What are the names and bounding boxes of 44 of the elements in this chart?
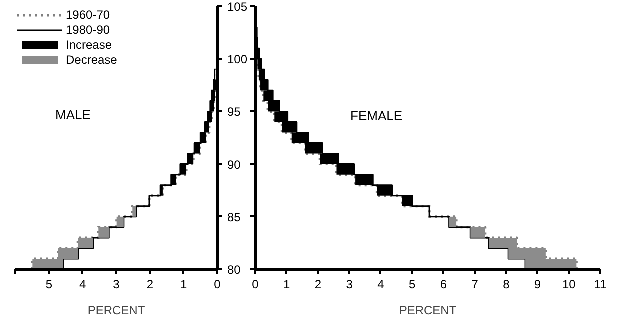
annotation: MALE bbox=[56, 108, 92, 122]
annotation: FEMALE bbox=[350, 108, 403, 124]
bar bbox=[470, 227, 486, 238]
bar bbox=[171, 174, 176, 186]
bar bbox=[188, 154, 194, 164]
x-tick-label: 8 bbox=[503, 278, 510, 292]
y-tick-label: 105 bbox=[228, 0, 248, 14]
bar bbox=[377, 185, 392, 196]
x-tick-label: 3 bbox=[113, 278, 120, 292]
x-tick-label: 5 bbox=[408, 278, 416, 292]
bar bbox=[402, 196, 412, 206]
y-tick-label: 85 bbox=[228, 210, 242, 224]
x-axis-title: PERCENT bbox=[88, 304, 146, 318]
x-axis-title: PERCENT bbox=[399, 304, 458, 318]
bar bbox=[98, 227, 110, 238]
x-tick-label: 3 bbox=[346, 278, 354, 292]
x-tick-label: 0 bbox=[214, 278, 222, 292]
x-tick-label: 4 bbox=[79, 278, 86, 292]
legend-label: 1980-90 bbox=[66, 23, 110, 37]
x-tick-label: 1 bbox=[284, 278, 291, 292]
bar bbox=[356, 174, 374, 186]
x-tick-label: 4 bbox=[378, 278, 385, 292]
bar bbox=[180, 164, 187, 175]
x-tick-label: 2 bbox=[146, 278, 154, 292]
y-tick-label: 90 bbox=[228, 158, 242, 172]
y-tick-label: 80 bbox=[228, 263, 242, 277]
legend-label: Decrease bbox=[66, 53, 118, 67]
y-tick-label: 100 bbox=[228, 52, 248, 67]
x-tick-label: 1 bbox=[180, 278, 188, 292]
bar bbox=[132, 206, 136, 217]
x-tick-label: 6 bbox=[440, 278, 448, 292]
bar bbox=[449, 216, 457, 228]
x-tick-label: 7 bbox=[472, 278, 479, 292]
x-tick-label: 2 bbox=[314, 278, 322, 292]
x-tick-label: 11 bbox=[594, 278, 608, 292]
y-tick-label: 95 bbox=[228, 105, 242, 120]
legend-label: 1960-70 bbox=[66, 8, 110, 22]
x-tick-label: 5 bbox=[46, 278, 53, 292]
legend-label: Increase bbox=[66, 38, 112, 52]
bar bbox=[194, 143, 200, 154]
x-tick-label: 9 bbox=[534, 278, 542, 292]
x-tick-label: 0 bbox=[252, 278, 260, 292]
bar bbox=[116, 216, 124, 228]
x-tick-label: 10 bbox=[562, 278, 576, 292]
